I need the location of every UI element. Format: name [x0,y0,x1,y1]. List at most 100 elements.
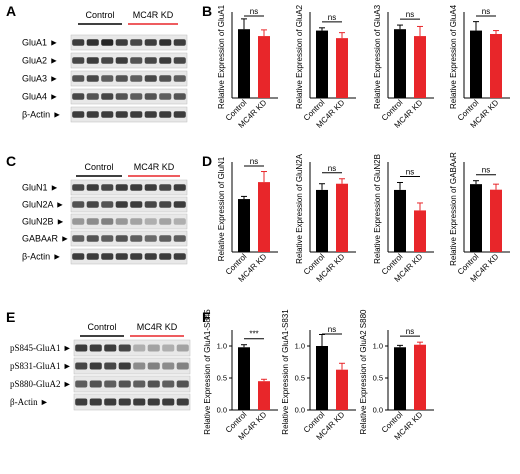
blot-band [133,380,146,388]
blot-row-label: GABAᴀR ► [22,234,69,244]
blot-band [101,201,114,208]
western-blot-panel-a: A Control MC4R KD GluA1 ► GluA2 ► GluA3 ► GluA… [6,3,188,123]
blot-band [159,93,172,100]
bar-kd [490,34,502,98]
panel-letter: C [6,153,16,169]
blot-band [147,362,160,370]
blot-band [147,380,160,388]
blot-band [144,201,157,208]
blot-strip [70,213,188,230]
blot-band [115,218,128,225]
blot-band [72,184,85,191]
blot-band [162,344,175,352]
group-label-kd: MC4R KD [134,162,175,172]
blot-band [104,380,117,388]
blot-band [130,184,143,191]
blot-band [144,93,157,100]
blot-band [130,253,143,260]
blot-strip [73,339,191,357]
blot-band [144,111,157,118]
blot-band [173,75,186,82]
y-axis-label: Relative Expression of GluN2B [373,154,382,264]
blot-band [130,235,143,242]
blot-band [176,344,189,352]
blot-band [75,362,88,370]
panel-letter: A [6,3,16,19]
blot-band [118,362,131,370]
blot-band [72,201,85,208]
blot-band [72,75,85,82]
significance-label: ns [482,7,490,16]
blot-band [159,253,172,260]
blot-strip [70,196,188,213]
y-tick-label: 0.0 [217,406,227,415]
blot-band [130,201,143,208]
y-axis-label: Relative Expression of GluA1 [217,4,226,109]
bar-chart-b-3: Relative Expression of GluA3ControlMC4R … [373,4,434,130]
significance-label: ns [406,10,414,19]
blot-band [162,380,175,388]
blot-band [159,235,172,242]
blot-band [144,235,157,242]
y-tick-label: 0.0 [373,406,383,415]
y-tick-label: 1.0 [295,342,305,351]
blot-band [89,380,102,388]
panel-letter: D [202,153,212,169]
blot-band [89,344,102,352]
group-label-kd: MC4R KD [137,322,178,332]
blot-band [101,218,114,225]
blot-band [86,39,99,46]
y-tick-label: 1.0 [217,342,227,351]
bar-control [394,29,406,99]
bar-kd [490,189,502,252]
blot-strip [70,34,188,51]
blot-band [86,184,99,191]
blot-band [118,344,131,352]
panel-letter: E [6,309,15,325]
blot-band [101,93,114,100]
blot-band [101,253,114,260]
significance-label: ns [250,157,258,166]
blot-band [130,93,143,100]
blot-band [159,201,172,208]
blot-band [118,398,131,406]
blot-band [144,39,157,46]
blot-band [130,75,143,82]
blot-band [72,218,85,225]
blot-band [101,39,114,46]
blot-row-label: β-Actin ► [22,110,62,120]
blot-band [115,93,128,100]
blot-band [115,111,128,118]
western-blot-panel-c: C Control MC4R KD GluN1 ► GluN2A ► GluN2B ► GA… [6,153,188,265]
blot-band [75,344,88,352]
blot-band [159,218,172,225]
blot-row-label: GluA4 ► [22,92,58,102]
bar-kd [414,36,426,98]
blot-band [130,111,143,118]
y-axis-label: Relative Expression of GluA2 [295,4,304,109]
bar-control [316,30,328,98]
blot-row-label: β-Actin ► [10,397,49,407]
blot-band [173,39,186,46]
y-tick-label: 0.5 [295,374,305,383]
blot-band [101,75,114,82]
bar-chart-d-2: Relative Expression of GluN2AControlMC4R… [295,153,356,284]
blot-band [101,111,114,118]
blot-band [173,201,186,208]
blot-band [86,57,99,64]
bar-chart-f-2: Relative Expression of GluA1-S831 0.0 0.5 1… [281,309,356,442]
y-tick-label: 0.5 [373,374,383,383]
blot-strip [70,230,188,247]
group-label-control: Control [84,162,113,172]
blot-band [89,362,102,370]
blot-band [173,93,186,100]
blot-band [72,235,85,242]
bar-chart-d-3: Relative Expression of GluN2BControlMC4R… [373,154,434,284]
bar-kd [414,344,426,410]
western-blot-panel-e: E Control MC4R KD pS845-GluA1 ► pS831-GluA1 … [6,309,191,411]
blot-band [147,398,160,406]
bar-chart-d-1: Relative Expression of GluN1ControlMC4R … [217,156,278,284]
group-label-control: Control [87,322,116,332]
bar-control [470,30,482,98]
